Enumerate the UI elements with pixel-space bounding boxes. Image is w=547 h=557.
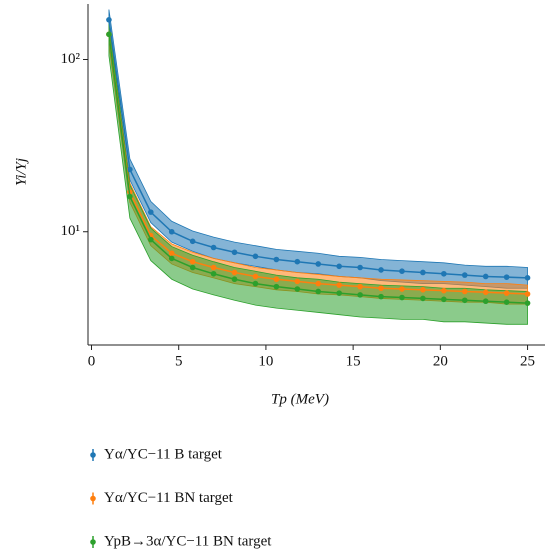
point [503,290,510,296]
legend-label: YpB→3α/YC−11 BN target [104,533,272,549]
point [357,283,363,290]
point [482,298,489,305]
point [524,291,531,297]
point [378,293,384,300]
point [336,263,342,270]
legend-marker [90,495,96,502]
point [524,275,531,281]
point [210,244,217,251]
point [524,300,531,306]
point [189,264,196,271]
legend-label: Yα/YC−11 BN target [104,490,234,506]
point [357,264,363,271]
point [210,264,217,271]
point [482,289,489,296]
point [461,272,468,278]
point [294,258,301,265]
point [127,166,133,173]
x-tick-label: 20 [433,353,448,369]
point [168,255,175,262]
point [357,292,363,298]
point [231,249,238,256]
x-tick-label: 5 [175,353,183,369]
point [441,270,447,277]
point [503,274,510,280]
point [336,290,342,296]
point [147,209,154,215]
point [420,295,426,302]
point [189,258,196,265]
point [252,280,259,287]
point [503,299,510,305]
point [482,273,489,280]
point [420,287,426,293]
point [106,31,112,38]
point [294,286,301,292]
point [168,250,175,257]
point [315,280,322,287]
point [378,285,384,292]
point [273,256,280,263]
point [189,238,196,245]
point [252,253,259,260]
point [420,269,426,276]
point [210,270,217,277]
point [461,288,468,295]
point [294,278,301,285]
point [315,288,322,295]
point [461,297,468,304]
x-tick-label: 15 [346,353,361,369]
point [127,193,133,200]
point [106,17,112,23]
point [168,228,175,235]
point [441,287,447,294]
point [231,276,238,283]
point [315,261,322,267]
point [378,267,384,273]
point [273,276,280,283]
point [273,283,280,290]
point [399,268,405,275]
point [441,296,447,303]
point [231,269,238,276]
x-tick-label: 10 [258,353,273,369]
y-tick-label: 10¹ [61,223,81,239]
point [252,273,259,280]
x-tick-label: 25 [520,353,535,369]
y-tick-label: 10² [61,51,81,67]
x-axis-label: Tp (MeV) [271,391,329,407]
point [147,236,154,243]
x-tick-label: 0 [88,353,96,369]
legend-label: Yα/YC−11 B target [104,446,223,462]
point [336,282,342,288]
legend-marker [90,539,96,545]
legend-marker [90,452,96,458]
y-axis-label: Yi/Yj [13,158,29,186]
point [399,294,405,301]
point [399,286,405,292]
